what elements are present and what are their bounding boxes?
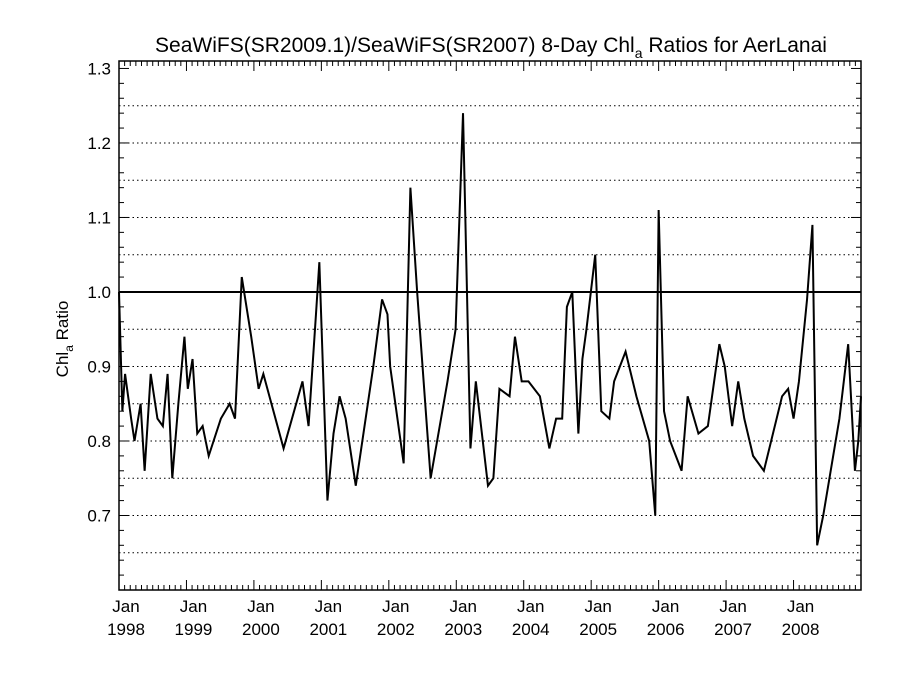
chart-title-main: SeaWiFS(SR2009.1)/SeaWiFS(SR2007) 8-Day … [155,34,635,57]
x-tick-label-month: Jan [787,597,814,616]
y-tick-label: 1.2 [87,134,111,153]
x-tick-label-year: 1999 [175,620,213,639]
y-axis-label-tail: Ratio [53,301,72,345]
x-tick-label-year: 2000 [242,620,280,639]
x-tick-label-month: Jan [584,597,611,616]
x-tick-label-year: 2004 [512,620,550,639]
plot-frame [118,60,862,591]
y-tick-label: 0.8 [87,432,111,451]
x-tick-label-month: Jan [382,597,409,616]
grid-lines [119,105,861,554]
series-line [118,113,862,546]
x-tick-label-month: Jan [112,597,139,616]
y-tick-label: 0.7 [87,506,111,525]
y-axis-label-main: Chl [53,352,72,378]
x-tick-label-month: Jan [180,597,207,616]
x-tick-label-year: 2007 [714,620,752,639]
x-tick-label-year: 2005 [579,620,617,639]
x-tick-label-year: 2002 [377,620,415,639]
x-tick-label-month: Jan [652,597,679,616]
x-tick-label-year: 2008 [782,620,820,639]
x-tick-label-month: Jan [247,597,274,616]
x-tick-label-year: 2006 [647,620,685,639]
x-tick-label-year: 2003 [444,620,482,639]
chart-title-tail: Ratios for AerLanai [643,34,827,57]
y-tick-label: 0.9 [87,357,111,376]
series-group [118,113,862,546]
y-axis-label-subscript: a [62,345,76,352]
chart-title-subscript: a [635,45,643,61]
y-tick-label: 1.3 [87,59,111,78]
y-tick-label: 1.0 [87,283,111,302]
x-tick-label-month: Jan [517,597,544,616]
y-axis-ticks: 0.7 0.8 0.9 1.0 1.1 1.2 1.3 [87,59,861,591]
x-tick-label-month: Jan [719,597,746,616]
y-tick-label: 1.1 [87,208,111,227]
x-tick-label-year: 2001 [309,620,347,639]
chart-title: SeaWiFS(SR2009.1)/SeaWiFS(SR2007) 8-Day … [155,34,827,61]
x-tick-label-month: Jan [315,597,342,616]
x-tick-label-year: 1998 [107,620,145,639]
x-axis-ticks: Jan 1998 Jan 1999 Jan 2000 Jan 2001 Jan 2002 Jan 20… [107,61,862,639]
y-axis-label: Chla Ratio [53,301,76,378]
x-tick-label-month: Jan [450,597,477,616]
